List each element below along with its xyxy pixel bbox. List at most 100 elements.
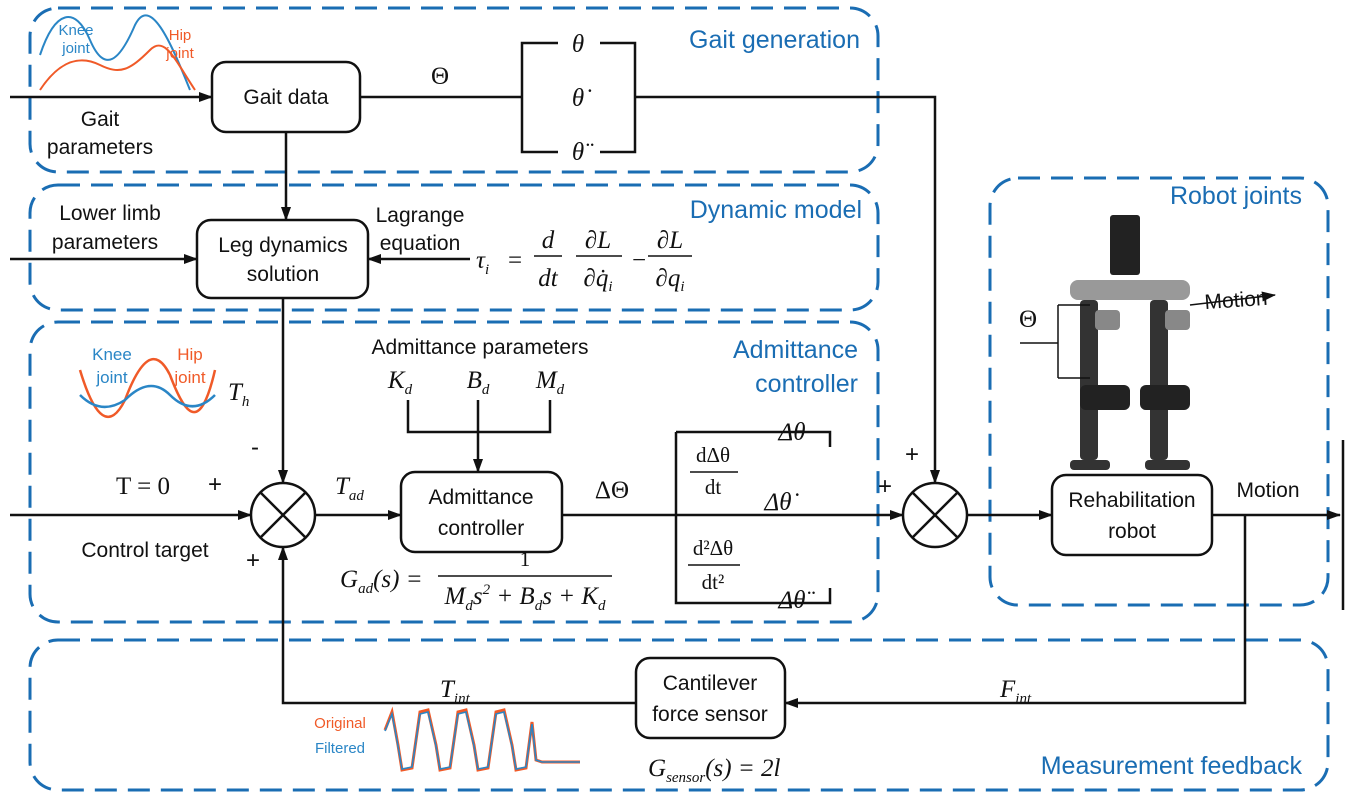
derivative: dt	[705, 475, 722, 499]
block-label: controller	[438, 517, 524, 540]
plot-label: Hip	[169, 27, 192, 44]
lagrange-formula: τi = d dt ∂L ∂q̇i − ∂L ∂qi	[476, 227, 692, 295]
input-label: equation	[380, 232, 461, 255]
signal-label: Δθ̇	[764, 489, 800, 516]
robot-label: Θ	[1019, 306, 1037, 333]
input-label: parameters	[52, 231, 158, 254]
block	[1052, 475, 1212, 555]
admittance-formula: Gad(s) =	[340, 566, 423, 597]
signal-label: ad	[349, 488, 365, 504]
lagrange-formula: i	[485, 262, 489, 278]
sign: +	[246, 547, 260, 574]
group-label: Robot joints	[1170, 182, 1302, 210]
signal-label: Θ	[431, 63, 449, 90]
admittance-formula: Mds2 + Bds + Kd	[444, 582, 607, 614]
plot-label: Hip	[177, 345, 203, 364]
input-label: Control target	[81, 539, 208, 562]
input-label: Lagrange	[376, 204, 465, 227]
torque-plot	[80, 386, 215, 407]
block-diagram: Gait generation Dynamic model Admittance…	[0, 0, 1345, 795]
lagrange-formula: ∂q̇i	[583, 265, 612, 295]
signal-label: Tint	[440, 676, 471, 707]
lagrange-formula: ∂qi	[655, 265, 684, 295]
plot-label: joint	[95, 368, 127, 387]
parameter-title: Admittance parameters	[371, 336, 588, 359]
lagrange-formula: τi	[476, 247, 489, 278]
parameter: Kd	[387, 367, 413, 398]
admittance-formula: G	[340, 566, 358, 593]
parameter: Md	[535, 367, 565, 398]
parameter: d	[557, 382, 565, 398]
admittance-formula: Gad(s) = 1 Mds2 + Bds + Kd	[340, 547, 612, 614]
robot-image	[1020, 215, 1275, 470]
lagrange-formula: ∂L	[585, 227, 611, 254]
robot-label: Motion	[1204, 287, 1268, 314]
sensor-formula: sensor	[666, 770, 705, 786]
signal-label: F	[999, 676, 1016, 703]
block	[636, 658, 785, 738]
sensor-formula: (s) = 2l	[705, 755, 780, 782]
input-label: Lower limb	[59, 202, 161, 225]
admittance-formula: (s) =	[373, 566, 423, 593]
force-plot	[385, 710, 580, 770]
parameter: K	[387, 367, 406, 394]
parameter: Bd	[467, 367, 490, 398]
lagrange-formula: −	[632, 247, 646, 274]
plot-label: Knee	[58, 22, 93, 39]
group-label: Gait generation	[689, 26, 860, 54]
signal-label: θ̇	[572, 85, 592, 112]
group-label: Measurement feedback	[1041, 752, 1303, 780]
plot-label: joint	[61, 40, 90, 57]
parameter: M	[535, 367, 558, 394]
input-label: parameters	[47, 136, 153, 159]
parameter: d	[482, 382, 490, 398]
plot-label: joint	[165, 45, 194, 62]
block-label: Admittance	[428, 486, 533, 509]
signal-label: Fint	[999, 676, 1032, 707]
robot-image	[1145, 460, 1190, 470]
signal-label: Δθ̈	[778, 587, 816, 614]
block-label: solution	[247, 263, 319, 286]
derivative: d²Δθ	[693, 536, 733, 560]
sensor-formula: G	[648, 755, 666, 782]
block-label: Leg dynamics	[218, 234, 348, 257]
connector	[522, 43, 558, 152]
input-label: Gait	[81, 108, 120, 131]
plot-label: Filtered	[315, 740, 365, 757]
plot-label: Knee	[92, 345, 132, 364]
signal-label: ΔΘ	[595, 477, 629, 504]
admittance-formula: s	[473, 583, 483, 610]
connector	[600, 43, 635, 152]
input-label: T = 0	[116, 473, 170, 500]
signal-label: h	[242, 394, 250, 410]
group-label: controller	[755, 370, 858, 398]
group-label: Admittance	[733, 336, 858, 364]
signal-label: Th	[228, 379, 249, 410]
signal-label: Tad	[335, 473, 364, 504]
admittance-formula: M	[444, 583, 467, 610]
robot-image	[1110, 215, 1140, 275]
sign: +	[208, 471, 222, 498]
robot-image	[1070, 280, 1190, 300]
admittance-formula: ad	[358, 581, 374, 597]
group-label: Dynamic model	[690, 196, 862, 224]
sign: +	[905, 441, 919, 468]
signal-label: θ̈	[572, 139, 594, 166]
signal-label: θ	[572, 31, 584, 58]
lagrange-formula: ∂L	[657, 227, 683, 254]
admittance-formula: s + K	[542, 583, 599, 610]
lagrange-formula: i	[608, 279, 612, 295]
block-label: force sensor	[652, 703, 768, 726]
robot-image	[1080, 385, 1130, 410]
block-label: robot	[1108, 520, 1156, 543]
admittance-formula: + B	[490, 583, 535, 610]
robot-image	[1165, 310, 1190, 330]
plot-label: Original	[314, 715, 366, 732]
lagrange-formula: ∂q̇	[583, 265, 608, 292]
lagrange-formula: i	[680, 279, 684, 295]
parameter: B	[467, 367, 482, 394]
lagrange-formula: dt	[538, 265, 559, 292]
lagrange-formula: d	[542, 227, 555, 254]
signal-label: int	[454, 691, 471, 707]
block-label: Gait data	[243, 86, 329, 109]
